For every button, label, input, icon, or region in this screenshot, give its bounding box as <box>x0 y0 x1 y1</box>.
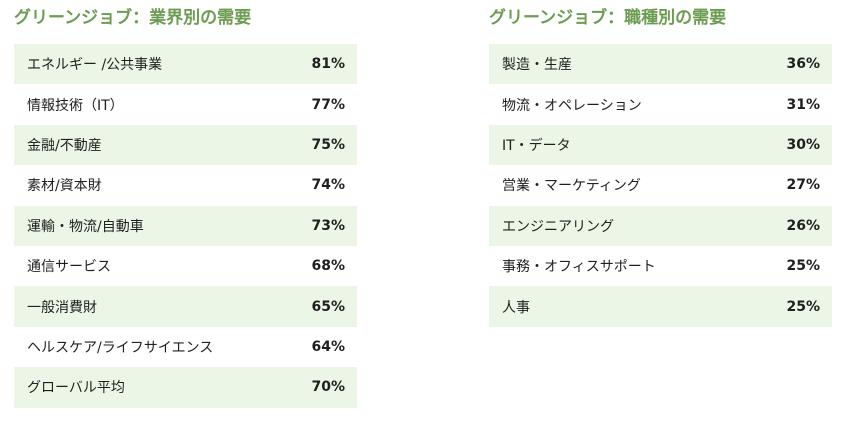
row-value: 73% <box>311 217 345 234</box>
row-label: 物流・オペレーション <box>502 97 642 114</box>
row-label: エネルギー /公共事業 <box>27 57 163 74</box>
row-value: 27% <box>786 177 820 194</box>
row-label: グローバル平均 <box>27 380 125 397</box>
table-row: 製造・生産 36% <box>489 44 832 85</box>
table-row: ヘルスケア/ライフサイエンス 64% <box>14 327 357 367</box>
table-row: IT・データ 30% <box>489 124 832 166</box>
table-row: 素材/資本財 74% <box>14 165 357 205</box>
occupation-demand-title: グリーンジョブ：職種別の需要 <box>489 8 727 28</box>
table-row: 運輸・物流/自動車 73% <box>14 205 357 246</box>
table-row: 事務・オフィスサポート 25% <box>489 246 832 286</box>
row-label: 素材/資本財 <box>27 178 102 195</box>
row-label: 運輸・物流/自動車 <box>27 218 144 235</box>
row-value: 68% <box>311 258 345 275</box>
row-label: ヘルスケア/ライフサイエンス <box>27 339 214 356</box>
row-value: 75% <box>311 136 345 153</box>
row-value: 77% <box>311 96 345 113</box>
industry-demand-title: グリーンジョブ：業界別の需要 <box>14 8 252 28</box>
occupation-demand-table: 製造・生産 36% 物流・オペレーション 31% IT・データ 30% 営業・マ… <box>489 44 832 327</box>
industry-demand-table: エネルギー /公共事業 81% 情報技術（IT） 77% 金融/不動産 75% … <box>14 44 357 408</box>
table-row: 通信サービス 68% <box>14 246 357 286</box>
table-row: 金融/不動産 75% <box>14 124 357 166</box>
row-value: 26% <box>786 217 820 234</box>
row-label: エンジニアリング <box>502 218 614 235</box>
row-label: 事務・オフィスサポート <box>502 259 656 276</box>
table-row: エンジニアリング 26% <box>489 205 832 246</box>
row-value: 36% <box>786 56 820 73</box>
table-row: 情報技術（IT） 77% <box>14 84 357 124</box>
row-value: 74% <box>311 177 345 194</box>
row-value: 64% <box>311 338 345 355</box>
table-row-global-average: グローバル平均 70% <box>14 367 357 408</box>
table-row: 一般消費財 65% <box>14 286 357 327</box>
table-row: 営業・マーケティング 27% <box>489 165 832 205</box>
row-label: 通信サービス <box>27 259 111 276</box>
row-label: 一般消費財 <box>27 299 97 316</box>
row-value: 25% <box>786 298 820 315</box>
row-label: 人事 <box>502 299 530 316</box>
table-row: 物流・オペレーション 31% <box>489 84 832 124</box>
row-label: 情報技術（IT） <box>27 97 124 114</box>
row-value: 31% <box>786 96 820 113</box>
industry-demand-panel: グリーンジョブ：業界別の需要 エネルギー /公共事業 81% 情報技術（IT） … <box>14 0 357 408</box>
row-value: 70% <box>311 379 345 396</box>
row-label: 営業・マーケティング <box>502 178 641 195</box>
row-value: 65% <box>311 298 345 315</box>
row-label: 金融/不動産 <box>27 137 102 154</box>
row-value: 30% <box>786 136 820 153</box>
occupation-demand-panel: グリーンジョブ：職種別の需要 製造・生産 36% 物流・オペレーション 31% … <box>489 0 832 327</box>
row-value: 25% <box>786 258 820 275</box>
table-row: 人事 25% <box>489 286 832 327</box>
table-row: エネルギー /公共事業 81% <box>14 44 357 85</box>
row-label: IT・データ <box>502 137 571 154</box>
row-value: 81% <box>311 56 345 73</box>
row-label: 製造・生産 <box>502 57 572 74</box>
